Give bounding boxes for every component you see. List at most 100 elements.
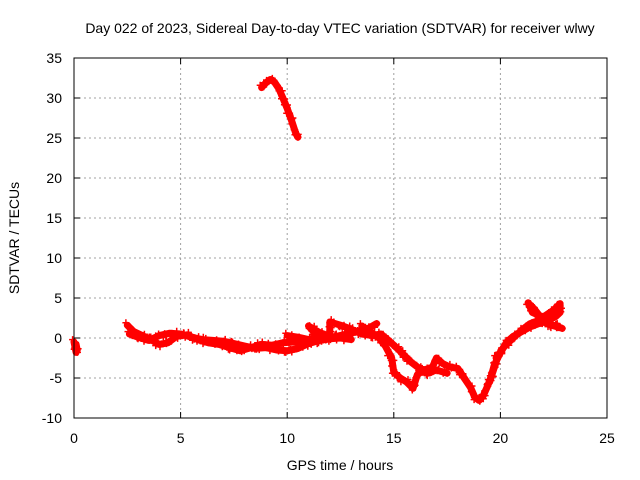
data-point: [395, 348, 403, 356]
y-axis-label: SDTVAR / TECUs: [6, 182, 22, 294]
y-tick-label: 5: [54, 290, 62, 306]
data-point: [74, 345, 82, 353]
data-point: [279, 345, 287, 353]
data-point: [155, 330, 163, 338]
data-point: [478, 391, 486, 399]
data-point: [412, 362, 420, 370]
y-tick-label: 25: [46, 130, 62, 146]
data-point: [285, 109, 293, 117]
data-point: [347, 336, 355, 344]
data-point: [551, 307, 559, 315]
y-tick-label: 35: [46, 50, 62, 66]
data-point: [366, 329, 374, 337]
data-point: [423, 364, 431, 372]
data-point: [410, 378, 418, 386]
x-tick-label: 20: [493, 430, 509, 446]
data-point: [544, 323, 552, 331]
data-point: [404, 380, 412, 388]
data-point: [501, 340, 509, 348]
data-point: [399, 353, 407, 361]
plot-frame: [73, 57, 608, 419]
data-point: [327, 324, 335, 332]
data-point: [367, 328, 375, 336]
data-point: [162, 340, 170, 348]
data-point: [371, 323, 379, 331]
data-point: [491, 352, 499, 360]
x-tick-label: 5: [177, 430, 185, 446]
data-point: [124, 328, 132, 336]
data-point: [372, 332, 380, 340]
data-point: [324, 332, 332, 340]
data-layer: [69, 74, 566, 405]
data-point: [463, 378, 471, 386]
data-point: [523, 324, 531, 332]
chart-title: Day 022 of 2023, Sidereal Day-to-day VTE…: [85, 20, 594, 36]
data-point: [373, 320, 381, 328]
data-point: [511, 332, 519, 340]
data-point: [544, 310, 552, 317]
data-point: [299, 343, 307, 351]
data-point: [242, 343, 250, 351]
data-point: [312, 326, 320, 333]
y-tick-label: 15: [46, 210, 62, 226]
data-point: [306, 323, 314, 331]
data-point: [126, 323, 134, 331]
y-tick-label: 30: [46, 90, 62, 106]
data-point: [341, 335, 349, 343]
data-point: [152, 334, 160, 342]
data-point: [517, 324, 525, 332]
data-point: [295, 333, 303, 341]
data-point: [282, 348, 290, 356]
data-point: [408, 386, 416, 394]
data-point: [393, 369, 401, 377]
data-point: [356, 320, 364, 328]
data-point: [467, 388, 475, 396]
y-tick-label: -10: [42, 410, 62, 426]
data-point: [481, 387, 489, 395]
data-point: [446, 360, 454, 368]
y-tick-label: 10: [46, 250, 62, 266]
data-point: [295, 341, 303, 349]
data-point: [447, 364, 455, 372]
data-point: [273, 344, 281, 352]
data-point: [261, 343, 269, 351]
data-point: [263, 76, 271, 84]
data-point: [258, 338, 266, 346]
data-point: [397, 378, 405, 386]
data-point: [247, 341, 255, 349]
data-point: [175, 331, 183, 339]
data-point: [438, 359, 446, 367]
data-point: [553, 312, 560, 320]
data-point: [181, 333, 189, 341]
data-point: [305, 324, 313, 332]
x-tick-label: 25: [599, 430, 615, 446]
data-point: [558, 324, 566, 332]
data-point: [202, 334, 210, 342]
data-point: [523, 300, 531, 308]
data-point: [527, 322, 535, 330]
data-point: [487, 369, 495, 377]
data-point: [408, 357, 416, 365]
data-point: [315, 334, 323, 342]
data-point: [342, 324, 349, 332]
data-point: [434, 365, 442, 373]
data-point: [385, 336, 393, 344]
data-point: [288, 120, 296, 128]
data-point: [349, 324, 357, 332]
data-point: [294, 133, 302, 141]
x-tick-label: 0: [70, 430, 78, 446]
data-point: [460, 374, 468, 381]
data-point: [534, 309, 542, 317]
data-point: [229, 338, 236, 346]
data-point: [389, 340, 397, 348]
data-point: [531, 305, 538, 313]
data-point: [141, 336, 149, 344]
x-tick-label: 10: [279, 430, 295, 446]
data-point: [443, 369, 451, 377]
data-point: [288, 331, 296, 339]
data-point: [73, 346, 81, 354]
data-point: [186, 332, 194, 340]
data-point: [208, 338, 216, 346]
data-point: [255, 346, 263, 354]
